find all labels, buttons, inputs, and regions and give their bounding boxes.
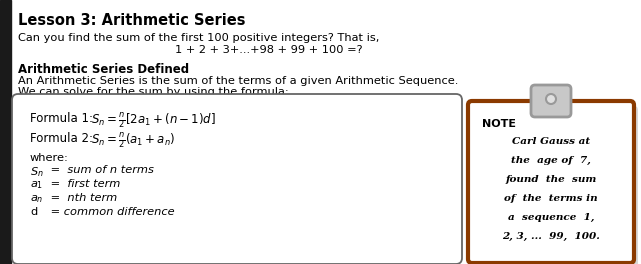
Text: Lesson 3: Arithmetic Series: Lesson 3: Arithmetic Series <box>18 13 246 28</box>
Text: Formula 1:: Formula 1: <box>30 112 97 125</box>
Text: Carl Gauss at: Carl Gauss at <box>512 137 590 146</box>
Text: =  first term: = first term <box>47 179 121 189</box>
Text: 1 + 2 + 3+...+98 + 99 + 100 =?: 1 + 2 + 3+...+98 + 99 + 100 =? <box>175 45 363 55</box>
Text: = common difference: = common difference <box>47 207 174 217</box>
Bar <box>0 0 11 264</box>
Text: $S_n = \frac{n}{2}[2a_1 + (n-1)d]$: $S_n = \frac{n}{2}[2a_1 + (n-1)d]$ <box>91 112 216 131</box>
Text: $S_n$: $S_n$ <box>30 165 44 179</box>
FancyBboxPatch shape <box>468 101 634 263</box>
Text: NOTE: NOTE <box>482 119 516 129</box>
Text: $a_n$: $a_n$ <box>30 193 44 205</box>
Text: 2, 3, ...  99,  100.: 2, 3, ... 99, 100. <box>502 232 600 241</box>
Text: An Arithmetic Series is the sum of the terms of a given Arithmetic Sequence.: An Arithmetic Series is the sum of the t… <box>18 76 458 86</box>
Text: $a_1$: $a_1$ <box>30 179 43 191</box>
Text: Can you find the sum of the first 100 positive integers? That is,: Can you find the sum of the first 100 po… <box>18 33 379 43</box>
Text: Formula 2:: Formula 2: <box>30 132 97 145</box>
Text: the  age of  7,: the age of 7, <box>511 156 591 165</box>
Circle shape <box>546 94 556 104</box>
FancyBboxPatch shape <box>472 106 638 264</box>
Text: a  sequence  1,: a sequence 1, <box>508 213 594 222</box>
Text: Arithmetic Series Defined: Arithmetic Series Defined <box>18 63 189 76</box>
Text: where:: where: <box>30 153 69 163</box>
FancyBboxPatch shape <box>12 94 462 264</box>
Text: found  the  sum: found the sum <box>505 175 597 184</box>
FancyBboxPatch shape <box>531 85 571 117</box>
Text: =  nth term: = nth term <box>47 193 117 203</box>
Text: of  the  terms in: of the terms in <box>504 194 598 203</box>
Text: d: d <box>30 207 37 217</box>
Text: =  sum of n terms: = sum of n terms <box>47 165 154 175</box>
Text: We can solve for the sum by using the formula:: We can solve for the sum by using the fo… <box>18 87 288 97</box>
Text: $S_n = \frac{n}{2}(a_1 + a_n)$: $S_n = \frac{n}{2}(a_1 + a_n)$ <box>91 132 176 151</box>
